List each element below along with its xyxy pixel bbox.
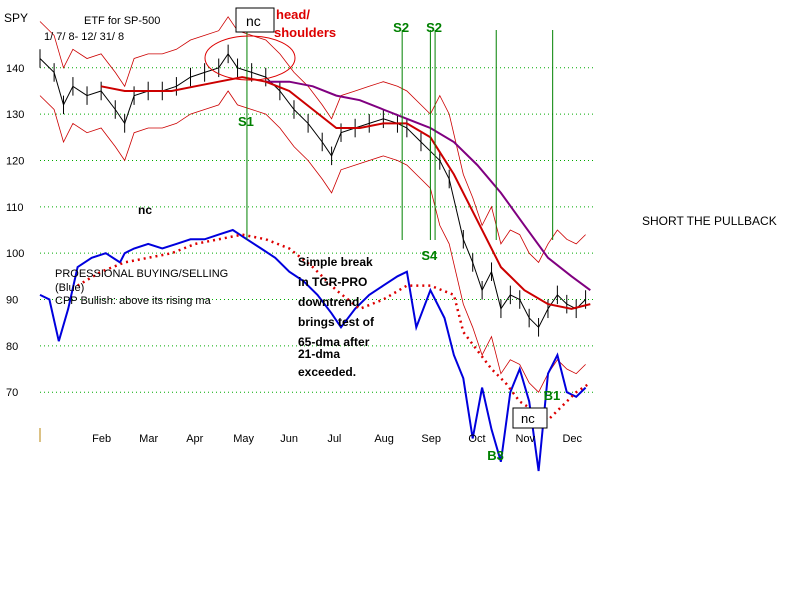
head-label: head/ <box>276 7 310 22</box>
chart-title: ETF for SP-500 <box>84 15 160 27</box>
signal-label-s2: S2 <box>393 20 409 35</box>
x-tick-label: Apr <box>186 433 203 445</box>
short-the-pullback-note: SHORT THE PULLBACK <box>642 214 777 228</box>
signal-label-b3: B3 <box>487 448 504 463</box>
x-tick-label: Mar <box>139 433 158 445</box>
series-red-moving-average <box>100 76 591 310</box>
nc-top-box <box>235 7 275 33</box>
break-note-line5: 65-dma after <box>298 335 370 349</box>
y-tick-label: 120 <box>6 155 24 167</box>
x-tick-label: May <box>233 433 254 445</box>
y-tick-label: 130 <box>6 109 24 121</box>
nc-bottom-box <box>512 407 548 429</box>
break-note-line7: exceeded. <box>298 365 356 379</box>
break-note-line6: 21-dma <box>298 347 340 361</box>
x-tick-label: Aug <box>374 433 394 445</box>
x-tick-label: Dec <box>562 433 582 445</box>
break-note: Simple break in TGR-PRO downtrend brings… <box>298 255 375 379</box>
break-note-line3: downtrend <box>298 295 359 309</box>
break-note-line1: Simple break <box>298 255 373 269</box>
lower-band <box>39 90 586 393</box>
series-spy <box>39 53 586 329</box>
price-bands <box>39 16 586 393</box>
legend-line3: CPP Bullish: above its rising ma <box>55 295 212 307</box>
legend-line1: PROESSIONAL BUYING/SELLING <box>55 268 228 280</box>
ticker-label: SPY <box>4 11 28 25</box>
nc-top-label: nc <box>246 13 261 29</box>
y-tick-label: 80 <box>6 341 18 353</box>
y-tick-label: 90 <box>6 295 18 307</box>
x-tick-label: Feb <box>92 433 111 445</box>
x-tick-label: Jun <box>280 433 298 445</box>
date-range: 1/ 7/ 8- 12/ 31/ 8 <box>44 31 124 43</box>
grid-lines <box>40 67 595 393</box>
upper-band <box>39 16 586 264</box>
signal-markers: S1 S2 S2 S4 B1 B3 <box>238 20 560 463</box>
signal-label-s2: S2 <box>426 20 442 35</box>
signal-label-s4: S4 <box>421 248 438 263</box>
break-note-line4: brings test of <box>298 315 375 329</box>
y-tick-label: 70 <box>6 387 18 399</box>
shoulders-label: shoulders <box>274 25 336 40</box>
x-tick-label: Jul <box>327 433 341 445</box>
nc-bottom-label: nc <box>521 411 535 426</box>
y-tick-label: 140 <box>6 63 24 75</box>
legend-line2: (Blue) <box>55 282 84 294</box>
y-tick-label: 110 <box>6 202 24 214</box>
signal-label-b1: B1 <box>544 388 561 403</box>
series-cpp-65-dma-red-dotted <box>76 233 591 422</box>
nc-left-label: nc <box>138 203 152 217</box>
y-tick-label: 100 <box>6 248 24 260</box>
head-shoulders-ellipse <box>204 35 296 81</box>
x-tick-label: Nov <box>515 433 535 445</box>
signal-label-s1: S1 <box>238 114 254 129</box>
axes: 140 130 120 110 100 90 80 70 Feb Mar Apr May Jun Jul A… <box>6 63 583 445</box>
break-note-line2: in TGR-PRO <box>298 275 367 289</box>
x-tick-label: Oct <box>468 433 485 445</box>
x-tick-label: Sep <box>421 433 441 445</box>
series-proessional-buying-selling-blue <box>39 228 587 472</box>
